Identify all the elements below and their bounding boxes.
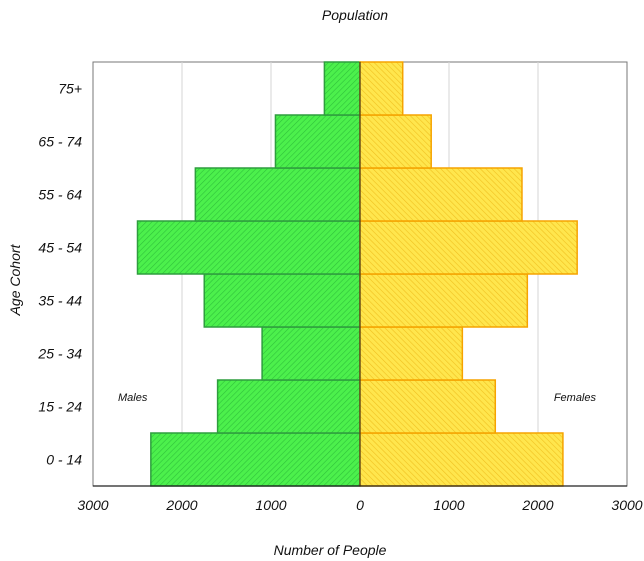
x-tick-label: 2000 (521, 497, 553, 513)
y-tick-label: 55 - 64 (38, 187, 82, 203)
x-tick-label: 0 (356, 497, 364, 513)
bar-females (359, 220, 578, 275)
y-tick-label: 75+ (58, 81, 82, 97)
bar-males (203, 273, 361, 328)
x-axis-label: Number of People (274, 542, 387, 558)
males-label: Males (118, 392, 148, 404)
bar-females (359, 114, 432, 169)
bar-males (261, 326, 361, 381)
x-tick-label: 3000 (611, 497, 642, 513)
bar-females (359, 273, 529, 328)
bar-males (136, 220, 361, 275)
bar-males (216, 379, 361, 434)
bar-females (359, 61, 404, 116)
bar-females (359, 379, 497, 434)
y-tick-label: 45 - 54 (38, 240, 82, 256)
bar-males (274, 114, 361, 169)
bar-females (359, 167, 523, 222)
females-label: Females (554, 392, 597, 404)
bar-females (359, 432, 564, 487)
bar-females (359, 326, 464, 381)
bar-males (194, 167, 361, 222)
bars-group (93, 61, 627, 487)
tick-labels-group: 0 - 14 15 - 24 25 - 34 35 - 44 45 - 54 55 - 6… (37, 81, 642, 514)
x-tick-label: 1000 (255, 497, 286, 513)
y-tick-label: 65 - 74 (38, 134, 82, 150)
bar-males (323, 61, 361, 116)
y-tick-label: 35 - 44 (38, 293, 82, 309)
y-axis-label: Age Cohort (7, 243, 23, 316)
y-tick-label: 0 - 14 (46, 452, 82, 468)
x-tick-label: 3000 (77, 497, 108, 513)
y-tick-label: 15 - 24 (38, 399, 82, 415)
x-tick-label: 1000 (433, 497, 464, 513)
x-tick-label: 2000 (165, 497, 197, 513)
chart-title: Population (322, 7, 388, 23)
bar-males (150, 432, 361, 487)
y-tick-label: 25 - 34 (37, 346, 82, 362)
